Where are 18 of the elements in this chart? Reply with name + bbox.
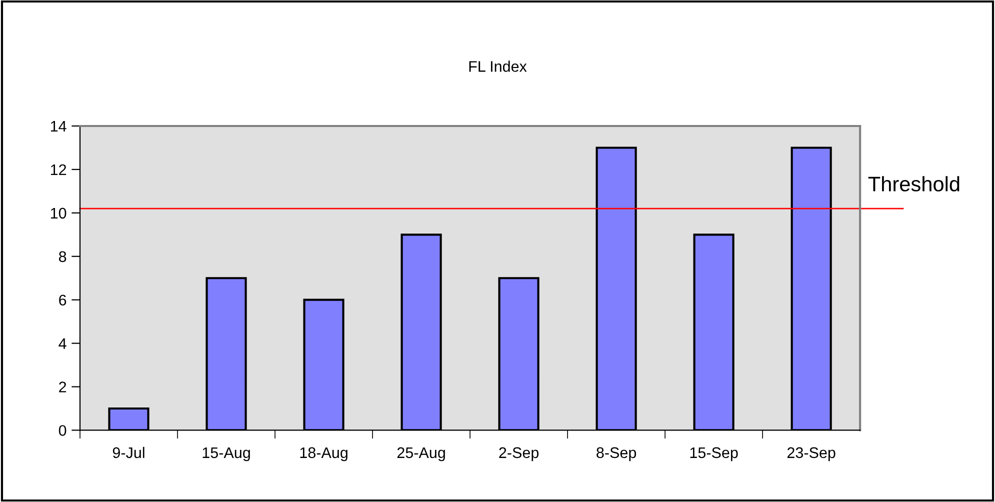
- ref-line-label: Threshold: [868, 176, 960, 192]
- x-tick-label: 8-Sep: [596, 447, 636, 462]
- y-tick-label: 10: [50, 208, 66, 219]
- y-tick-label: 4: [58, 338, 66, 349]
- y-tick-label: 0: [58, 425, 66, 436]
- x-tick-label: 2-Sep: [499, 447, 539, 462]
- chart-title: FL Index: [469, 60, 527, 72]
- y-tick-label: 12: [50, 164, 66, 175]
- y-tick-label: 2: [59, 382, 66, 392]
- x-tick-label: 15-Aug: [202, 447, 250, 462]
- x-tick-label: 9-Jul: [112, 446, 144, 458]
- x-tick-label: 15-Sep: [690, 447, 738, 462]
- x-tick-label: 23-Sep: [787, 447, 836, 462]
- y-tick-label: 8: [58, 251, 66, 262]
- y-tick-label: 14: [50, 121, 66, 132]
- x-tick-label: 25-Aug: [397, 447, 445, 462]
- y-tick-label: 6: [59, 294, 66, 306]
- x-tick-label: 18-Aug: [300, 447, 348, 462]
